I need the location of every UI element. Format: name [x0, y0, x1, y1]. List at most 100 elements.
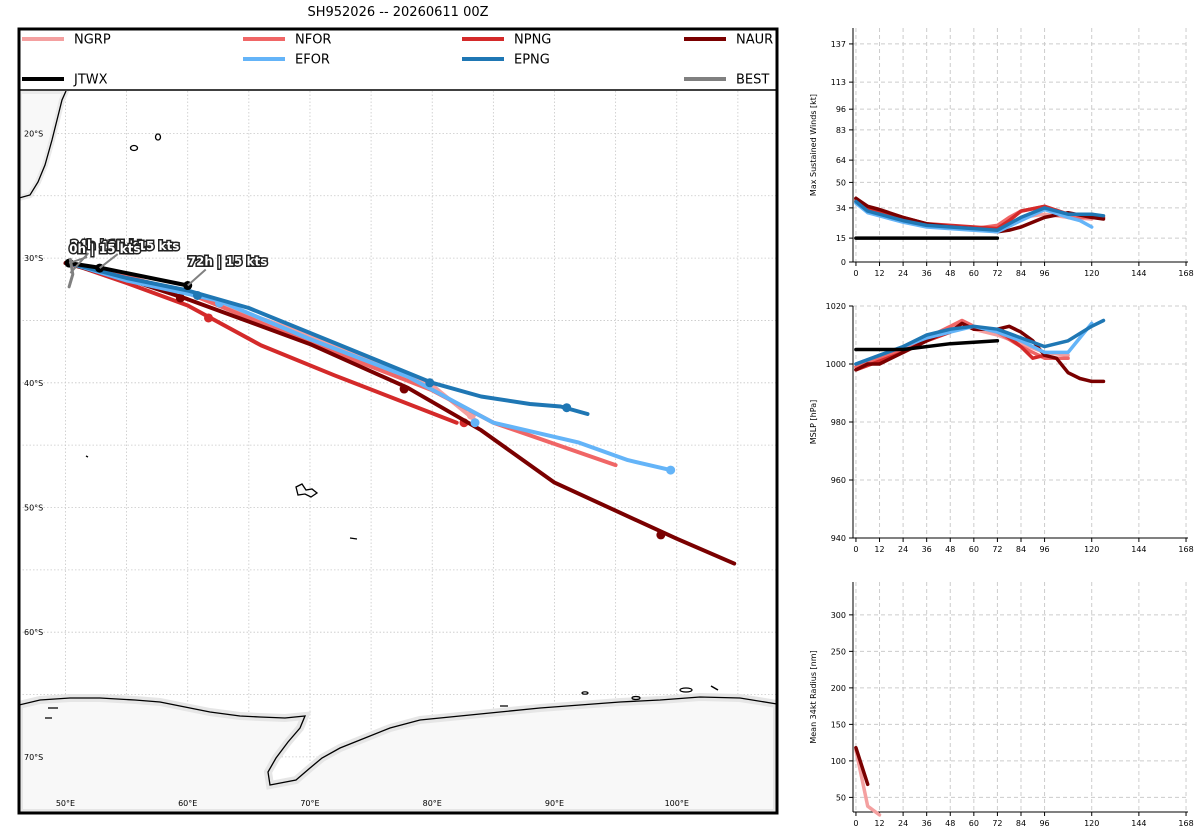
- max-sustained-winds-series-epng: [854, 199, 1106, 232]
- annotation-leader: [99, 253, 119, 269]
- panel-ytick-label: 0: [841, 258, 846, 267]
- panel-xtick-label: 36: [922, 269, 932, 278]
- antarctic-island-3: [581, 691, 589, 695]
- annotation-leader: [69, 252, 90, 274]
- panel-xtick-label: 12: [874, 819, 884, 828]
- map-background: [19, 91, 777, 813]
- mean-34kt-radius-series-ngrp: [854, 748, 882, 817]
- map-lat-tick: 40°S: [24, 379, 43, 388]
- panel-xtick-label: 120: [1084, 269, 1099, 278]
- panel-xtick-label: 24: [898, 545, 908, 554]
- land-masses: [19, 91, 777, 813]
- map-lat-tick: 50°S: [24, 503, 43, 512]
- panel-ylabel: Mean 34kt Radius [nm]: [809, 650, 818, 743]
- panel-xtick-label: 96: [1039, 819, 1049, 828]
- panel-ytick-label: 250: [831, 647, 846, 656]
- forecast-tracks: [63, 257, 737, 566]
- map-lon-tick: 70°E: [300, 799, 319, 808]
- panel-ytick-label: 137: [831, 40, 846, 49]
- legend-label-efor: EFOR: [295, 53, 330, 68]
- panel-xtick-label: 84: [1016, 269, 1026, 278]
- island-1: [129, 144, 139, 152]
- panel-ytick-label: 83: [836, 126, 846, 135]
- map-gridlines: [19, 91, 777, 813]
- panel-xtick-label: 96: [1039, 269, 1049, 278]
- panel-xtick-label: 168: [1178, 819, 1193, 828]
- panel-ytick-label: 980: [831, 418, 846, 427]
- map-lon-tick: 80°E: [423, 799, 442, 808]
- map-lon-tick: 90°E: [545, 799, 564, 808]
- track-marker-naur: [656, 530, 666, 540]
- panel-xtick-label: 60: [969, 819, 979, 828]
- africa-coastline: [19, 91, 67, 199]
- panel-xtick-label: 144: [1131, 545, 1146, 554]
- panel-xtick-label: 12: [874, 269, 884, 278]
- panel-xtick-label: 120: [1084, 545, 1099, 554]
- panel-xtick-label: 60: [969, 269, 979, 278]
- track-efor: [67, 261, 673, 473]
- island-2: [154, 133, 162, 141]
- legend-label-epng: EPNG: [514, 53, 550, 68]
- panel-ytick-label: 34: [836, 204, 846, 213]
- small-island-4: [85, 455, 89, 458]
- panel-ytick-label: 200: [831, 684, 846, 693]
- small-island-3: [349, 537, 358, 540]
- panel-ytick-label: 64: [836, 156, 846, 165]
- panel-ytick-label: 960: [831, 476, 846, 485]
- annotation-leader: [187, 268, 207, 287]
- track-marker-efor: [666, 465, 676, 475]
- track-best: [67, 257, 75, 289]
- panel-ytick-label: 100: [831, 757, 846, 766]
- timeseries-panels: 0 12 24 36 48 60 72 84 96 120 144 168 0 15 34 50 64 83 96 1…: [809, 28, 1194, 828]
- map-lat-tick: 30°S: [24, 254, 43, 263]
- panel-xtick-label: 0: [853, 819, 858, 828]
- panel-xtick-label: 36: [922, 545, 932, 554]
- intensity-annotation: 24h | 15 kts: [70, 238, 150, 252]
- panel-ytick-label: 1000: [826, 360, 846, 369]
- panel-ytick-label: 1020: [826, 302, 846, 311]
- panel-xtick-label: 168: [1178, 545, 1193, 554]
- panel-ytick-label: 50: [836, 793, 846, 802]
- map-lon-tick: 50°E: [56, 799, 75, 808]
- antarctic-island-2: [631, 695, 641, 701]
- antarctica-coastline: [19, 696, 777, 786]
- panel-ylabel: Max Sustained Winds [kt]: [809, 94, 818, 196]
- map-lat-tick: 60°S: [24, 628, 43, 637]
- panel-ytick-label: 15: [836, 234, 846, 243]
- panel-xtick-label: 36: [922, 819, 932, 828]
- panel-xtick-label: 72: [992, 545, 1002, 554]
- antarctic-island-1: [679, 687, 693, 693]
- antarctic-island-4: [710, 685, 719, 691]
- legend-label-npng: NPNG: [514, 33, 551, 48]
- panel-xtick-label: 24: [898, 819, 908, 828]
- panel-ylabel: MSLP [hPa]: [809, 400, 818, 444]
- track-epng: [67, 261, 590, 416]
- track-marker-naur: [399, 384, 409, 394]
- mean-34kt-radius-panel: 0 12 24 36 48 60 72 84 96 120 144 168 50 100 150 200 250…: [809, 582, 1194, 828]
- kerguelen-island: [295, 483, 319, 498]
- track-marker-epng: [192, 291, 202, 301]
- panel-xtick-label: 72: [992, 269, 1002, 278]
- panel-xtick-label: 120: [1084, 819, 1099, 828]
- panel-ytick-label: 96: [836, 105, 846, 114]
- legend: NGRP NFOR NPNG NAUR JTWX EFOR EPNG BEST: [22, 33, 773, 88]
- panel-xtick-label: 144: [1131, 269, 1146, 278]
- panel-xtick-label: 84: [1016, 545, 1026, 554]
- map-lat-tick: 20°S: [24, 129, 43, 138]
- panel-xtick-label: 48: [945, 269, 955, 278]
- map-tick-labels: 50°E 60°E 70°E 80°E 90°E 100°E 20°S 30°S 40°S 50°…: [24, 129, 689, 808]
- panel-xtick-label: 72: [992, 819, 1002, 828]
- track-marker-npng: [204, 313, 213, 323]
- panel-xtick-label: 144: [1131, 819, 1146, 828]
- panel-xtick-label: 24: [898, 269, 908, 278]
- track-marker-epng: [425, 378, 435, 388]
- mslp-series-jtwx: [854, 339, 1000, 352]
- panel-xtick-label: 60: [969, 545, 979, 554]
- map-frame: [17, 27, 779, 815]
- mslp-panel: 0 12 24 36 48 60 72 84 96 120 144 168 940 960 980 1000 1…: [809, 302, 1194, 554]
- panel-xtick-label: 96: [1039, 545, 1049, 554]
- panel-ytick-label: 113: [831, 78, 846, 87]
